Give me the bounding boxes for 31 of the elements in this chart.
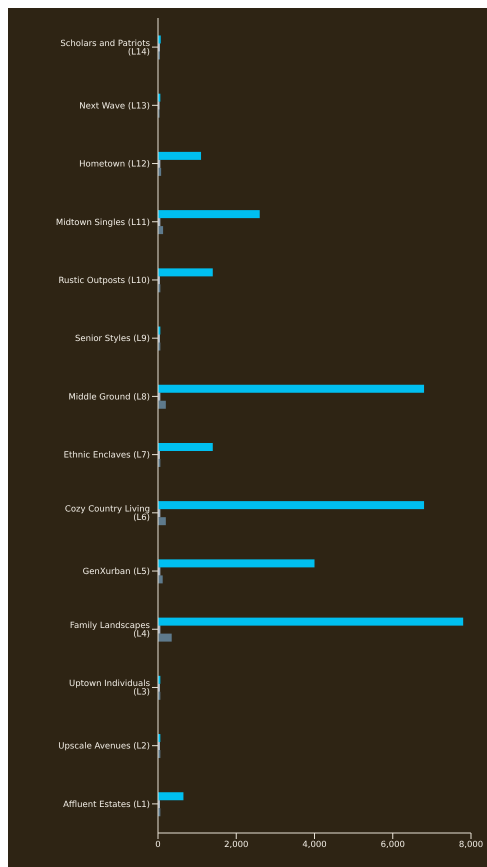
bar — [158, 634, 172, 642]
y-tick-label: Senior Styles (L9) — [74, 334, 150, 344]
bar — [158, 517, 166, 526]
y-tick-label: Upscale Avenues (L2) — [58, 742, 150, 752]
y-tick-label: Hometown (L12) — [79, 160, 150, 170]
bar — [158, 501, 424, 510]
bar — [158, 442, 213, 451]
x-tick-label: 6,000 — [380, 840, 405, 850]
bar — [158, 792, 184, 800]
y-tick-label: Family Landscapes (L4) — [70, 621, 151, 640]
y-tick-label: Cozy Country Living (L6) — [64, 504, 150, 524]
bar — [158, 210, 260, 218]
y-tick-label: Affluent Estates (L1) — [63, 800, 150, 810]
x-tick-label: 8,000 — [458, 840, 484, 850]
bar — [158, 384, 424, 393]
bar — [158, 152, 202, 160]
y-tick-label: Ethnic Enclaves (L7) — [64, 450, 150, 461]
bar — [158, 400, 166, 409]
bar — [158, 618, 464, 626]
y-tick-label: Rustic Outposts (L10) — [58, 276, 150, 286]
y-tick-label: GenXurban (L5) — [82, 567, 150, 578]
y-tick-label: Scholars and Patriots (L14) — [60, 38, 151, 58]
x-tick-label: 0 — [155, 840, 161, 850]
y-tick-label: Middle Ground (L8) — [68, 392, 150, 402]
y-tick-label: Next Wave (L13) — [79, 101, 150, 112]
y-tick-label: Midtown Singles (L11) — [56, 218, 150, 228]
bar — [158, 268, 213, 276]
x-tick-label: 2,000 — [224, 840, 248, 850]
bar — [158, 559, 314, 568]
y-tick-label: Uptown Individuals (L3) — [68, 679, 151, 698]
x-tick-label: 4,000 — [302, 840, 327, 850]
